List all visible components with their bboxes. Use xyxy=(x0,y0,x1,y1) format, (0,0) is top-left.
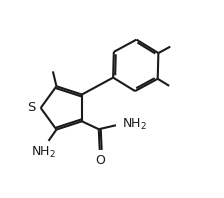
Text: NH$_2$: NH$_2$ xyxy=(32,145,56,160)
Text: NH$_2$: NH$_2$ xyxy=(122,117,147,132)
Text: O: O xyxy=(95,154,105,167)
Text: S: S xyxy=(27,101,36,114)
